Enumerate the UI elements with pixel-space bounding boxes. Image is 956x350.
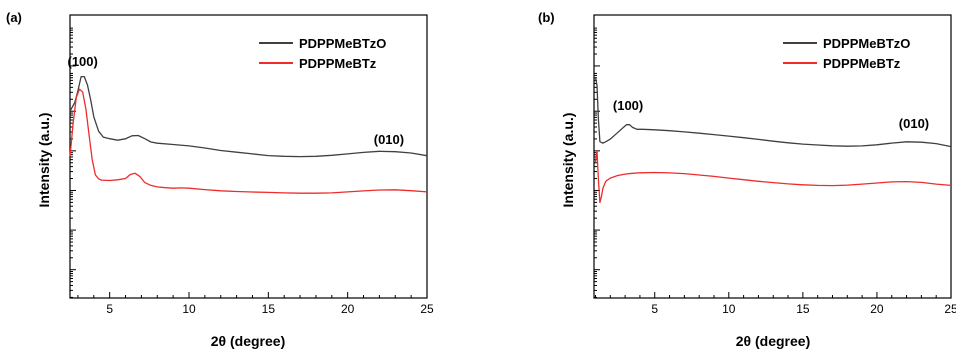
peak-label-a-1: (010) [374, 132, 404, 147]
panel-letter-a: (a) [6, 10, 22, 25]
y-axis-title-a: Intensity (a.u.) [36, 113, 52, 208]
peak-label-b-1: (010) [899, 116, 929, 131]
peak-label-a-0: (100) [68, 54, 98, 69]
peak-label-b-0: (100) [613, 98, 643, 113]
legend-label-b-0: PDPPMeBTzO [823, 36, 910, 51]
x-axis-title-b: 2θ (degree) [736, 333, 810, 349]
legend-label-a-1: PDPPMeBTz [299, 56, 377, 71]
x-tick-label-a-5: 5 [106, 302, 113, 316]
x-tick-label-b-10: 10 [722, 302, 736, 316]
panel-b: (b) Intensity (a.u.) 2θ (degree) 5 10 15 20… [538, 10, 956, 349]
series-line-b-pdppmebtzo [594, 77, 952, 148]
legend-label-b-1: PDPPMeBTz [823, 56, 901, 71]
x-tick-label-b-15: 15 [796, 302, 810, 316]
panel-letter-b: (b) [538, 10, 555, 25]
plot-area-b: 5 10 15 20 25 PDPPMeBTzO PDPPMeBTz (100) (010) [593, 14, 956, 316]
x-tick-label-a-10: 10 [182, 302, 196, 316]
legend-label-a-0: PDPPMeBTzO [299, 36, 386, 51]
x-tick-label-b-5: 5 [651, 302, 658, 316]
x-tick-label-a-20: 20 [341, 302, 355, 316]
y-axis-title-b: Intensity (a.u.) [560, 113, 576, 208]
series-line-b-pdppmebtz [594, 150, 952, 204]
x-tick-label-a-15: 15 [262, 302, 276, 316]
plot-area-a: 5 10 15 20 25 PDPPMeBTzO PDPPMeBTz (100) (010) [68, 14, 434, 316]
x-axis-title-a: 2θ (degree) [211, 333, 285, 349]
x-tick-label-b-20: 20 [870, 302, 884, 316]
x-tick-label-b-25: 25 [944, 302, 956, 316]
x-tick-label-a-25: 25 [420, 302, 434, 316]
panel-a: (a) Intensity (a.u.) 2θ (degree) 5 10 15 20… [6, 10, 434, 349]
series-line-a-pdppmebtz [69, 88, 428, 194]
series-line-a-pdppmebtzo [69, 75, 428, 158]
